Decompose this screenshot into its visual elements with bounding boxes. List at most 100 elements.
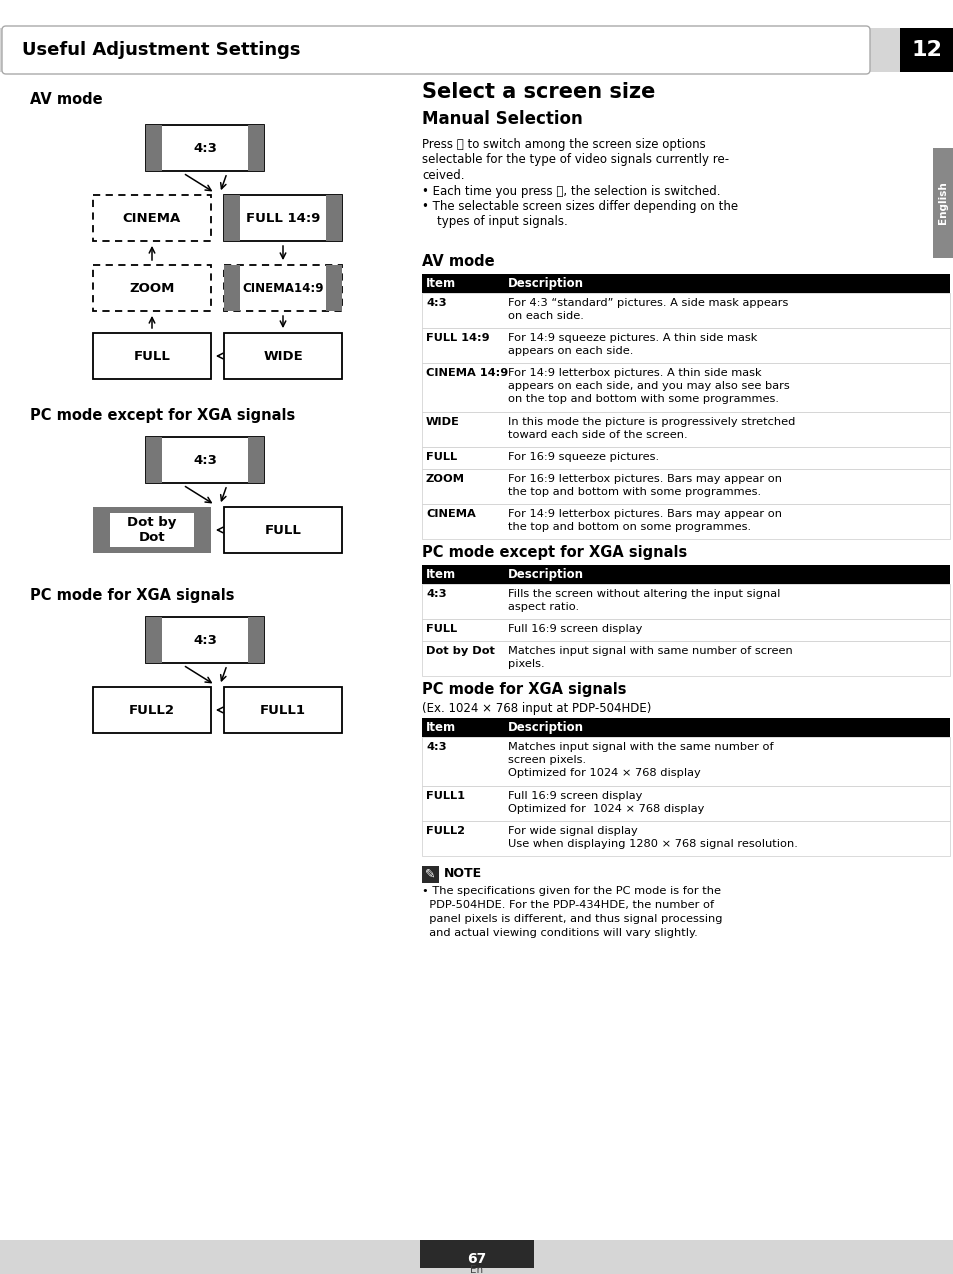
Text: Matches input signal with the same number of: Matches input signal with the same numbe… — [507, 741, 773, 752]
Text: CINEMA: CINEMA — [123, 211, 181, 224]
Text: Useful Adjustment Settings: Useful Adjustment Settings — [22, 41, 300, 59]
Bar — [421, 619, 949, 641]
Text: selectable for the type of video signals currently re-: selectable for the type of video signals… — [421, 153, 728, 167]
Text: • The selectable screen sizes differ depending on the: • The selectable screen sizes differ dep… — [421, 200, 738, 213]
Text: PC mode except for XGA signals: PC mode except for XGA signals — [421, 545, 686, 561]
Text: PDP-504HDE. For the PDP-434HDE, the number of: PDP-504HDE. For the PDP-434HDE, the numb… — [421, 899, 714, 910]
Text: screen pixels.: screen pixels. — [507, 755, 585, 764]
Bar — [326, 195, 341, 241]
Text: For 16:9 squeeze pictures.: For 16:9 squeeze pictures. — [507, 452, 659, 462]
Text: WIDE: WIDE — [263, 349, 302, 363]
Bar — [92, 507, 211, 553]
Text: • The specifications given for the PC mode is for the: • The specifications given for the PC mo… — [421, 885, 720, 896]
Bar — [110, 513, 194, 547]
Bar — [92, 333, 211, 378]
Text: appears on each side.: appears on each side. — [507, 347, 633, 355]
Text: ✎: ✎ — [425, 868, 436, 882]
Text: Use when displaying 1280 × 768 signal resolution.: Use when displaying 1280 × 768 signal re… — [507, 840, 797, 848]
Text: FULL2: FULL2 — [129, 703, 174, 716]
Text: Item: Item — [426, 568, 456, 581]
Text: For wide signal display: For wide signal display — [507, 826, 638, 836]
Text: FULL2: FULL2 — [426, 826, 464, 836]
Text: FULL: FULL — [426, 624, 456, 634]
Text: ZOOM: ZOOM — [426, 474, 464, 484]
Bar — [421, 327, 949, 363]
Text: FULL1: FULL1 — [426, 791, 464, 801]
Text: 4:3: 4:3 — [426, 741, 446, 752]
Text: English: English — [938, 182, 947, 224]
FancyBboxPatch shape — [2, 25, 869, 74]
Bar — [146, 437, 162, 483]
Bar — [224, 265, 341, 311]
Bar — [421, 736, 949, 786]
Text: ceived.: ceived. — [421, 169, 464, 182]
Text: For 14:9 letterbox pictures. A thin side mask: For 14:9 letterbox pictures. A thin side… — [507, 368, 760, 378]
Text: For 16:9 letterbox pictures. Bars may appear on: For 16:9 letterbox pictures. Bars may ap… — [507, 474, 781, 484]
Bar — [248, 125, 264, 171]
Text: For 14:9 squeeze pictures. A thin side mask: For 14:9 squeeze pictures. A thin side m… — [507, 333, 757, 343]
Text: and actual viewing conditions will vary slightly.: and actual viewing conditions will vary … — [421, 927, 697, 938]
Text: 4:3: 4:3 — [193, 141, 216, 154]
Bar — [146, 125, 162, 171]
Bar — [421, 293, 949, 327]
Bar — [92, 195, 211, 241]
Text: AV mode: AV mode — [30, 92, 103, 107]
Bar — [224, 265, 239, 311]
Text: For 4:3 “standard” pictures. A side mask appears: For 4:3 “standard” pictures. A side mask… — [507, 298, 787, 308]
Bar — [419, 1240, 534, 1268]
Bar — [421, 274, 949, 293]
Text: (Ex. 1024 × 768 input at PDP-504HDE): (Ex. 1024 × 768 input at PDP-504HDE) — [421, 702, 651, 715]
Text: Description: Description — [507, 276, 583, 290]
Text: toward each side of the screen.: toward each side of the screen. — [507, 431, 687, 440]
Text: CINEMA: CINEMA — [426, 510, 476, 519]
Text: Item: Item — [426, 276, 456, 290]
Bar — [421, 564, 949, 583]
Bar — [421, 363, 949, 412]
Text: In this mode the picture is progressively stretched: In this mode the picture is progressivel… — [507, 417, 795, 427]
Bar — [146, 125, 264, 171]
Bar — [421, 412, 949, 447]
Text: 4:3: 4:3 — [193, 454, 216, 466]
Bar — [421, 786, 949, 820]
Bar — [326, 265, 341, 311]
Bar — [932, 148, 953, 259]
Text: NOTE: NOTE — [443, 868, 481, 880]
Bar — [421, 641, 949, 676]
Text: Full 16:9 screen display: Full 16:9 screen display — [507, 791, 641, 801]
Bar — [0, 28, 953, 73]
Text: Matches input signal with same number of screen: Matches input signal with same number of… — [507, 646, 792, 656]
Text: Optimized for  1024 × 768 display: Optimized for 1024 × 768 display — [507, 804, 703, 814]
Bar — [224, 195, 239, 241]
Text: the top and bottom on some programmes.: the top and bottom on some programmes. — [507, 522, 750, 533]
Text: Fills the screen without altering the input signal: Fills the screen without altering the in… — [507, 589, 780, 599]
Text: FULL: FULL — [133, 349, 171, 363]
Text: Manual Selection: Manual Selection — [421, 110, 582, 127]
Text: For 14:9 letterbox pictures. Bars may appear on: For 14:9 letterbox pictures. Bars may ap… — [507, 510, 781, 519]
Bar — [224, 195, 341, 241]
Text: Full 16:9 screen display: Full 16:9 screen display — [507, 624, 641, 634]
Text: on the top and bottom with some programmes.: on the top and bottom with some programm… — [507, 394, 779, 404]
Bar — [0, 1240, 953, 1274]
Text: CINEMA14:9: CINEMA14:9 — [242, 282, 323, 294]
Text: FULL: FULL — [426, 452, 456, 462]
Text: 4:3: 4:3 — [193, 633, 216, 646]
Text: FULL 14:9: FULL 14:9 — [246, 211, 320, 224]
Bar — [146, 437, 264, 483]
Bar — [421, 469, 949, 505]
Text: Dot by
Dot: Dot by Dot — [127, 516, 176, 544]
Text: PC mode for XGA signals: PC mode for XGA signals — [30, 589, 234, 603]
Text: FULL 14:9: FULL 14:9 — [426, 333, 489, 343]
Text: Dot by Dot: Dot by Dot — [426, 646, 495, 656]
Text: Press ⓡ to switch among the screen size options: Press ⓡ to switch among the screen size … — [421, 138, 705, 152]
Text: 12: 12 — [911, 39, 942, 60]
Text: WIDE: WIDE — [426, 417, 459, 427]
Text: 4:3: 4:3 — [426, 298, 446, 308]
Bar — [92, 265, 211, 311]
Bar — [248, 617, 264, 662]
Bar — [421, 505, 949, 539]
Bar — [224, 687, 341, 733]
Bar — [421, 719, 949, 736]
Bar — [248, 437, 264, 483]
Text: En: En — [470, 1265, 483, 1274]
Text: Description: Description — [507, 721, 583, 734]
